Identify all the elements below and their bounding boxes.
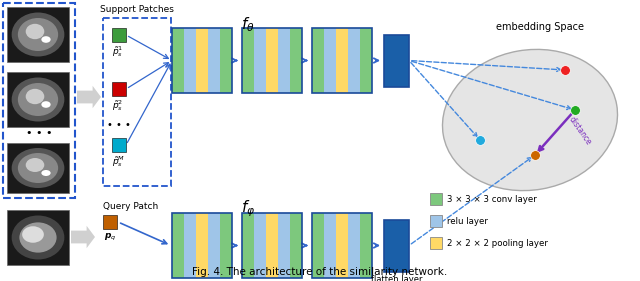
Bar bbox=[208, 28, 220, 93]
Bar bbox=[3, 3, 75, 198]
Bar bbox=[312, 28, 372, 93]
Bar bbox=[290, 28, 302, 93]
Bar bbox=[290, 213, 302, 278]
Bar bbox=[196, 28, 208, 93]
Bar bbox=[312, 213, 324, 278]
Text: Query Patch: Query Patch bbox=[103, 202, 158, 211]
Bar bbox=[278, 213, 290, 278]
Bar bbox=[312, 213, 372, 278]
Bar bbox=[103, 18, 171, 186]
Bar bbox=[324, 213, 336, 278]
Bar bbox=[7, 7, 69, 62]
Bar bbox=[336, 213, 348, 278]
Ellipse shape bbox=[42, 170, 51, 176]
Bar bbox=[430, 215, 442, 227]
Text: 3 × 3 × 3 conv layer: 3 × 3 × 3 conv layer bbox=[447, 194, 537, 203]
Ellipse shape bbox=[442, 49, 618, 191]
Bar bbox=[172, 213, 232, 278]
Ellipse shape bbox=[12, 78, 65, 121]
Text: $\tilde{p}_s^1$: $\tilde{p}_s^1$ bbox=[112, 44, 124, 59]
Text: $\tilde{p}_s^M$: $\tilde{p}_s^M$ bbox=[112, 154, 125, 169]
Bar bbox=[336, 28, 348, 93]
Ellipse shape bbox=[22, 226, 44, 243]
Bar bbox=[266, 28, 278, 93]
Text: 2 × 2 × 2 pooling layer: 2 × 2 × 2 pooling layer bbox=[447, 239, 548, 248]
Text: distance: distance bbox=[567, 115, 593, 146]
Bar bbox=[278, 28, 290, 93]
Bar bbox=[184, 28, 196, 93]
Bar bbox=[184, 213, 196, 278]
Ellipse shape bbox=[18, 18, 58, 51]
Text: Fig. 4. The architecture of the similarity network.: Fig. 4. The architecture of the similari… bbox=[193, 267, 447, 277]
Bar bbox=[254, 28, 266, 93]
Text: Support Patches: Support Patches bbox=[100, 5, 174, 14]
Bar bbox=[348, 28, 360, 93]
Bar bbox=[172, 213, 184, 278]
Ellipse shape bbox=[12, 12, 65, 56]
Bar bbox=[172, 28, 232, 93]
Ellipse shape bbox=[42, 36, 51, 43]
Bar bbox=[242, 28, 254, 93]
Bar bbox=[103, 215, 117, 229]
Ellipse shape bbox=[26, 158, 44, 172]
Text: relu layer: relu layer bbox=[447, 216, 488, 225]
Ellipse shape bbox=[18, 153, 58, 183]
Bar bbox=[254, 213, 266, 278]
Bar bbox=[208, 213, 220, 278]
Bar bbox=[430, 193, 442, 205]
Bar bbox=[7, 143, 69, 193]
Bar bbox=[312, 28, 324, 93]
Bar bbox=[220, 213, 232, 278]
Bar bbox=[430, 237, 442, 249]
Bar bbox=[360, 213, 372, 278]
Text: flatten layer: flatten layer bbox=[371, 275, 422, 281]
Ellipse shape bbox=[18, 83, 58, 116]
Text: embedding Space: embedding Space bbox=[496, 22, 584, 32]
Bar bbox=[7, 210, 69, 265]
Text: $\tilde{p}_s^2$: $\tilde{p}_s^2$ bbox=[112, 98, 124, 113]
Bar bbox=[242, 213, 302, 278]
Text: $f_\varphi$: $f_\varphi$ bbox=[241, 198, 255, 219]
Bar bbox=[360, 28, 372, 93]
Bar bbox=[348, 213, 360, 278]
Text: $\boldsymbol{p}_q$: $\boldsymbol{p}_q$ bbox=[104, 232, 116, 243]
Polygon shape bbox=[71, 226, 95, 248]
Bar bbox=[266, 213, 278, 278]
Bar bbox=[220, 28, 232, 93]
Bar bbox=[242, 213, 254, 278]
Ellipse shape bbox=[19, 222, 56, 253]
Text: • • •: • • • bbox=[107, 120, 131, 130]
Bar bbox=[242, 28, 302, 93]
Text: • • •: • • • bbox=[26, 128, 52, 138]
Bar bbox=[324, 28, 336, 93]
Text: $f_\theta$: $f_\theta$ bbox=[241, 15, 255, 34]
Ellipse shape bbox=[12, 216, 65, 259]
Ellipse shape bbox=[12, 148, 65, 188]
Bar bbox=[384, 219, 409, 271]
Bar bbox=[112, 138, 126, 152]
Bar bbox=[384, 35, 409, 87]
Ellipse shape bbox=[26, 89, 44, 104]
Bar bbox=[7, 72, 69, 127]
Bar bbox=[112, 82, 126, 96]
Ellipse shape bbox=[42, 101, 51, 108]
Bar bbox=[172, 28, 184, 93]
Polygon shape bbox=[77, 86, 101, 108]
Bar bbox=[112, 28, 126, 42]
Ellipse shape bbox=[26, 24, 44, 39]
Bar bbox=[196, 213, 208, 278]
